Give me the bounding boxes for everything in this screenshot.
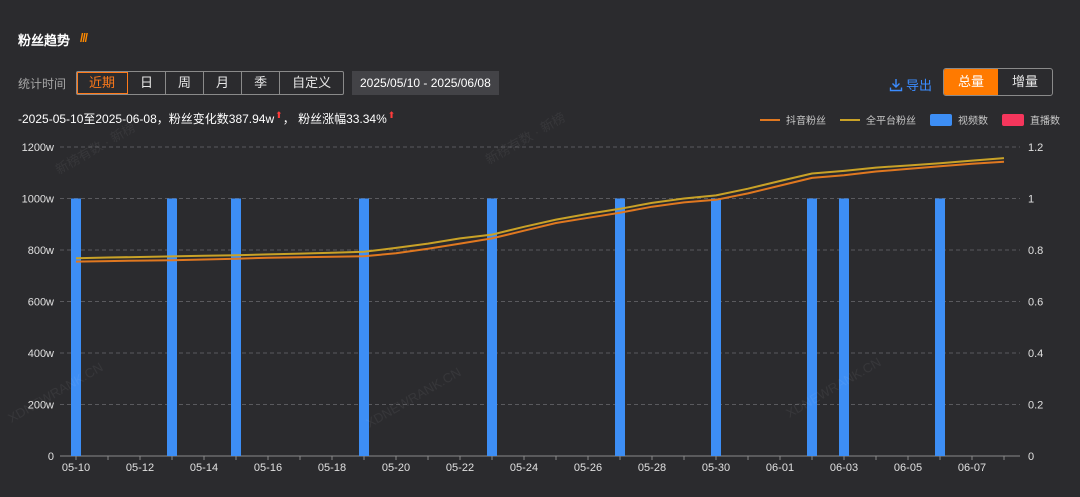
x-tick-label: 05-16 — [254, 462, 282, 474]
summary-change-label: 粉丝变化数 — [168, 112, 229, 126]
y-tick-label-right: 0.6 — [1028, 297, 1043, 309]
summary-sep: ， — [282, 112, 295, 126]
summary-range: -2025-05-10至2025-06-08， — [18, 112, 169, 126]
video-count-bar — [167, 198, 177, 456]
y-tick-label-left: 200w — [28, 400, 54, 412]
video-count-bar — [615, 198, 625, 456]
video-count-bar — [71, 198, 81, 456]
y-tick-label-right: 0.4 — [1028, 348, 1043, 360]
period-month-button[interactable]: 月 — [204, 72, 243, 94]
video-count-bar — [487, 198, 497, 456]
summary-change-value: 387.94w — [228, 112, 275, 126]
x-tick-label: 06-05 — [894, 462, 922, 474]
export-button[interactable]: 导出 — [889, 75, 932, 94]
legend-douyin-swatch — [760, 118, 780, 121]
download-icon — [889, 78, 903, 91]
x-tick-label: 05-28 — [638, 462, 666, 474]
x-tick-label: 05-26 — [574, 462, 602, 474]
summary-growth-label: 粉丝涨幅 — [298, 112, 347, 126]
x-tick-label: 05-14 — [190, 462, 218, 474]
title-decoration-icon: /// — [80, 31, 88, 45]
legend-live-label[interactable]: 直播数 — [1030, 116, 1060, 127]
summary-text: -2025-05-10至2025-06-08，粉丝变化数387.94w⬆， 粉丝… — [18, 110, 395, 127]
period-custom-button[interactable]: 自定义 — [292, 75, 332, 90]
y-tick-label-right: 1 — [1028, 194, 1034, 206]
legend-video-label[interactable]: 视频数 — [958, 116, 988, 127]
all-platform-fans-line — [75, 157, 1005, 260]
mode-total-button[interactable]: 总量 — [944, 69, 999, 95]
video-count-bar — [839, 198, 849, 456]
period-recent-button[interactable]: 近期 — [77, 72, 129, 94]
x-tick-label: 05-24 — [510, 462, 538, 474]
x-tick-label: 05-30 — [702, 462, 730, 474]
legend-video-swatch — [930, 113, 952, 126]
video-count-bar — [711, 198, 721, 456]
legend-live-swatch — [1002, 113, 1024, 126]
douyin-fans-line — [75, 160, 1005, 263]
chart-legend: 抖音粉丝 全平台粉丝 视频数 直播数 — [760, 112, 1060, 127]
video-count-bar — [231, 198, 241, 456]
legend-douyin-label[interactable]: 抖音粉丝 — [786, 116, 826, 127]
x-tick-label: 05-18 — [318, 462, 346, 474]
y-tick-label-right: 1.2 — [1028, 142, 1043, 154]
summary-growth-value: 33.34% — [346, 112, 387, 126]
x-tick-label: 05-12 — [126, 462, 154, 474]
export-label: 导出 — [906, 78, 933, 93]
y-tick-label-right: 0.2 — [1028, 400, 1043, 412]
up-arrow-icon: ⬆ — [275, 110, 283, 120]
y-tick-label-left: 800w — [28, 245, 54, 257]
y-tick-label-left: 1200w — [22, 142, 54, 154]
y-tick-label-right: 0 — [1028, 451, 1034, 463]
video-count-bar — [935, 198, 945, 456]
video-count-bar — [359, 198, 369, 456]
period-selector: 近期 日 周 月 季 自定义 — [76, 71, 345, 95]
y-tick-label-right: 0.8 — [1028, 245, 1043, 257]
legend-all-platform-label[interactable]: 全平台粉丝 — [866, 116, 916, 127]
y-tick-label-left: 0 — [48, 451, 54, 463]
y-tick-label-left: 400w — [28, 348, 54, 360]
x-tick-label: 06-01 — [766, 462, 794, 474]
x-tick-label: 05-22 — [446, 462, 474, 474]
video-count-bar — [807, 198, 817, 456]
up-arrow-icon: ⬆ — [387, 110, 396, 120]
time-range-label: 统计时间 — [18, 77, 67, 91]
legend-all-platform-swatch — [840, 118, 860, 121]
period-quarter-button[interactable]: 季 — [242, 72, 281, 94]
x-tick-label: 06-07 — [958, 462, 986, 474]
mode-toggle: 总量 增量 — [943, 68, 1054, 96]
y-tick-label-left: 1000w — [22, 194, 54, 206]
x-tick-label: 05-20 — [382, 462, 410, 474]
period-week-button[interactable]: 周 — [166, 72, 205, 94]
page-title: 粉丝趋势 — [18, 33, 71, 48]
date-range-picker[interactable]: 2025/05/10 - 2025/06/08 — [352, 71, 499, 95]
y-tick-label-left: 600w — [28, 297, 54, 309]
period-day-button[interactable]: 日 — [128, 72, 167, 94]
x-tick-label: 05-10 — [62, 462, 90, 474]
mode-increment-button[interactable]: 增量 — [1012, 74, 1039, 89]
x-tick-label: 06-03 — [830, 462, 858, 474]
